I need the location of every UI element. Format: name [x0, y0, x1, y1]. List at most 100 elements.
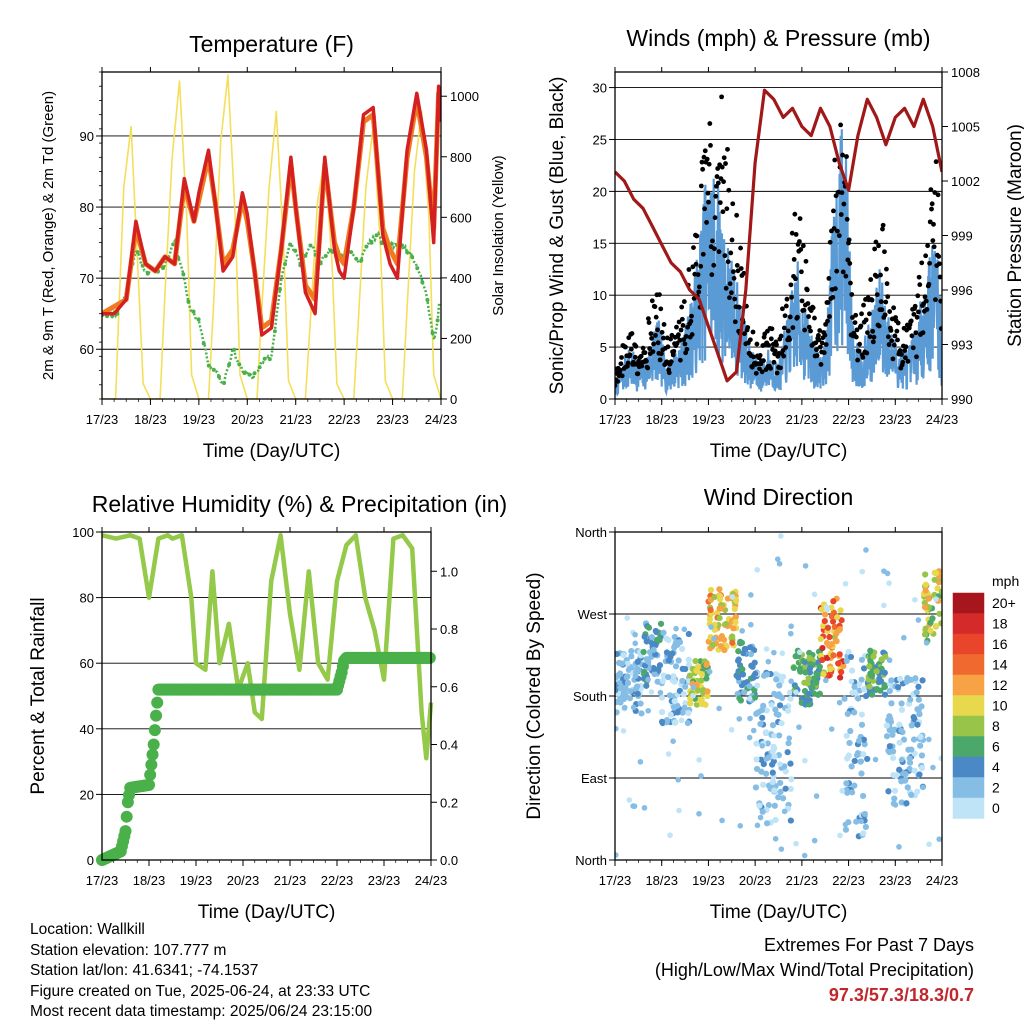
direction-point: [634, 683, 641, 690]
plot-frame: [614, 71, 943, 400]
gust-point: [790, 325, 796, 330]
gust-point: [679, 304, 685, 310]
gust-point: [793, 232, 799, 237]
direction-point: [704, 692, 711, 700]
direction-point: [781, 808, 788, 815]
gust-point: [734, 262, 740, 268]
direction-point: [866, 663, 873, 670]
direction-point: [827, 666, 834, 673]
direction-point: [771, 745, 778, 752]
gust-point: [863, 317, 869, 323]
direction-point: [760, 781, 767, 788]
gust-point: [821, 350, 827, 356]
gust-point: [659, 351, 664, 357]
direction-point: [703, 675, 710, 682]
gust-point: [694, 233, 700, 239]
gust-point: [848, 280, 853, 286]
direction-point: [883, 722, 890, 729]
direction-point: [870, 653, 877, 660]
dewpoint-point: [201, 341, 206, 346]
gust-point: [742, 331, 747, 337]
gust-point: [876, 323, 882, 329]
direction-point: [737, 638, 744, 645]
direction-point: [759, 714, 766, 721]
direction-point: [696, 757, 702, 763]
direction-point: [776, 702, 784, 709]
direction-point: [771, 787, 778, 794]
gust-point: [689, 313, 694, 319]
direction-point: [922, 587, 929, 594]
direction-point: [805, 690, 813, 697]
direction-point: [675, 657, 682, 664]
direction-point: [763, 820, 771, 827]
gust-point: [619, 355, 624, 360]
gust-point: [783, 345, 789, 350]
direction-point: [615, 650, 620, 658]
direction-point: [886, 743, 893, 750]
direction-point: [771, 802, 778, 809]
gust-point: [897, 348, 903, 353]
dewpoint-point: [379, 241, 384, 246]
direction-point: [772, 835, 779, 842]
direction-point: [830, 598, 837, 605]
gust-point: [861, 302, 866, 308]
gust-point: [774, 342, 779, 348]
chart-title: Wind Direction: [704, 484, 854, 510]
gust-point: [817, 344, 823, 350]
gust-point: [802, 327, 808, 333]
direction-point: [657, 620, 665, 627]
gust-point: [647, 346, 653, 352]
direction-point: [803, 697, 810, 704]
figure-created: Figure created on Tue, 2025-06-24, at 23…: [30, 982, 371, 1000]
gust-point: [899, 351, 904, 357]
direction-point: [914, 721, 921, 728]
direction-point: [757, 814, 764, 821]
gust-point: [924, 306, 930, 312]
gust-point: [902, 348, 908, 353]
direction-point: [917, 742, 924, 749]
gust-point: [931, 221, 936, 227]
direction-point: [788, 678, 794, 684]
rain-point: [147, 738, 160, 751]
direction-point: [848, 667, 856, 674]
gust-point: [822, 332, 828, 338]
gust-point: [929, 201, 935, 207]
direction-point: [645, 676, 651, 683]
dewpoint-point: [349, 250, 354, 255]
direction-point: [656, 662, 664, 669]
direction-point: [628, 648, 635, 655]
direction-point: [796, 649, 803, 656]
direction-point: [718, 643, 725, 650]
y-tick-label: East: [581, 771, 607, 786]
dewpoint-point: [171, 242, 176, 247]
gust-point: [878, 272, 883, 278]
direction-point: [724, 595, 731, 602]
gust-point: [698, 183, 704, 189]
y2-tick-label: 0: [450, 392, 457, 407]
direction-point: [787, 630, 794, 637]
direction-point: [776, 560, 783, 567]
gust-point: [652, 304, 658, 310]
y2-tick-label: 999: [951, 229, 973, 244]
direction-point: [904, 784, 911, 791]
dewpoint-point: [410, 254, 415, 259]
gust-point: [920, 330, 926, 336]
gust-point: [711, 66, 716, 71]
gust-point: [832, 286, 838, 292]
y-tick-label: 0: [87, 853, 94, 868]
gust-point: [653, 333, 658, 338]
y-tick-label: 100: [72, 525, 94, 540]
direction-point: [839, 788, 845, 794]
direction-point: [679, 709, 686, 716]
gust-point: [865, 330, 870, 336]
y2-tick-label: 800: [450, 150, 472, 165]
gust-point: [695, 272, 701, 278]
gust-point: [923, 298, 929, 304]
gust-point: [936, 254, 942, 259]
direction-point: [739, 628, 745, 634]
direction-point: [739, 666, 746, 673]
y-axis-label: 2m & 9m T (Red, Orange) & 2m Td (Green): [40, 91, 57, 380]
direction-point: [775, 794, 782, 801]
gust-point: [751, 354, 757, 360]
winds-series: [615, 66, 942, 397]
